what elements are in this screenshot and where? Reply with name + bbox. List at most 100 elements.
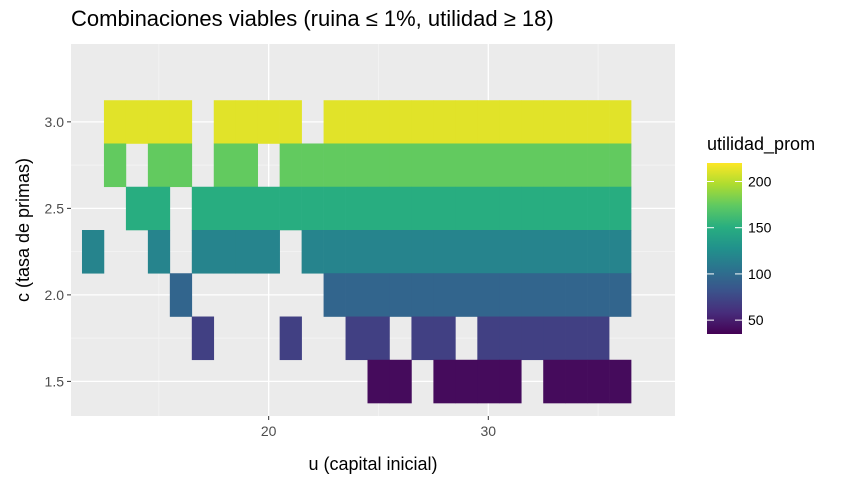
heatmap-tile [521, 273, 544, 317]
heatmap-tile [367, 230, 390, 274]
heatmap-tile [191, 316, 215, 361]
heatmap-tile [411, 186, 434, 231]
heatmap-tile [433, 273, 456, 317]
heatmap-tile [565, 186, 588, 231]
heatmap-tile [345, 230, 368, 274]
heatmap-tile [499, 143, 522, 188]
heatmap-tile [477, 186, 500, 231]
legend-ticks: 50 100 150 200 [707, 173, 772, 328]
heatmap-tile [543, 186, 566, 231]
y-tick-label: 2.0 [45, 287, 65, 303]
color-legend: utilidad_prom 50 100 150 200 [707, 134, 815, 334]
heatmap-tile [147, 186, 171, 231]
heatmap-tile [587, 100, 610, 144]
heatmap-tile [565, 143, 588, 188]
heatmap-tile [609, 273, 632, 317]
heatmap-tile [257, 230, 280, 274]
heatmap-tile [125, 100, 149, 144]
heatmap-tile [213, 100, 237, 144]
heatmap-tile [433, 230, 456, 274]
heatmap-tile [565, 230, 588, 274]
heatmap-tile [213, 230, 237, 274]
heatmap-tile [147, 230, 171, 274]
heatmap-tile [433, 316, 456, 361]
heatmap-tile [389, 100, 412, 144]
y-axis-title: c (tasa de primas) [13, 158, 33, 302]
heatmap-tile [587, 186, 610, 231]
heatmap-tile [543, 143, 566, 188]
heatmap-tile [279, 316, 302, 361]
heatmap-tile [543, 316, 566, 361]
heatmap-tile [455, 143, 478, 188]
heatmap-tile [301, 143, 324, 188]
heatmap-tile [587, 316, 610, 361]
heatmap-tile [455, 186, 478, 231]
heatmap-tile [169, 143, 193, 188]
heatmap-tile [543, 100, 566, 144]
heatmap-tile [235, 230, 258, 274]
heatmap-tile [565, 359, 588, 404]
heatmap-tile [367, 186, 390, 231]
heatmap-tile [257, 186, 280, 231]
heatmap-tile [257, 100, 280, 144]
heatmap-tile [345, 186, 368, 231]
heatmap-tile [521, 186, 544, 231]
heatmap-tile [609, 230, 632, 274]
heatmap-tile [521, 230, 544, 274]
heatmap-tile [367, 359, 390, 404]
heatmap-tile [499, 100, 522, 144]
heatmap-tile [191, 230, 215, 274]
heatmap-tile [411, 273, 434, 317]
heatmap-tile [169, 273, 193, 317]
heatmap-tile [367, 316, 390, 361]
heatmap-tile [477, 273, 500, 317]
heatmap-tile [279, 143, 302, 188]
heatmap-tile [477, 359, 500, 404]
heatmap-tile [411, 316, 434, 361]
heatmap-tile [191, 186, 215, 231]
heatmap-tile [455, 359, 478, 404]
heatmap-tile [345, 100, 368, 144]
heatmap-tile [301, 230, 324, 274]
heatmap-tile [477, 316, 500, 361]
heatmap-tile [345, 316, 368, 361]
heatmap-tile [213, 186, 237, 231]
heatmap-tile [389, 273, 412, 317]
heatmap-tile [389, 186, 412, 231]
heatmap-tile [323, 100, 346, 144]
heatmap-tile [499, 273, 522, 317]
legend-tick-label: 200 [748, 173, 772, 189]
y-tick-label: 3.0 [45, 114, 65, 130]
heatmap-tile [477, 230, 500, 274]
heatmap-tile [235, 100, 258, 144]
heatmap-tile [565, 273, 588, 317]
heatmap-tile [345, 273, 368, 317]
heatmap-tile [609, 143, 632, 188]
legend-tick-label: 150 [748, 220, 772, 236]
heatmap-tile [411, 230, 434, 274]
legend-tick-label: 50 [748, 312, 764, 328]
heatmap-tile [587, 143, 610, 188]
heatmap-tile [455, 100, 478, 144]
heatmap-tile [499, 316, 522, 361]
heatmap-tile [455, 273, 478, 317]
heatmap-tile [433, 186, 456, 231]
heatmap-tile [81, 230, 105, 274]
heatmap-tile [499, 186, 522, 231]
heatmap-tile [521, 143, 544, 188]
heatmap-tile [345, 143, 368, 188]
chart-title: Combinaciones viables (ruina ≤ 1%, utili… [71, 6, 554, 31]
heatmap-tile [323, 143, 346, 188]
heatmap-tile [609, 359, 632, 404]
heatmap-tile [587, 273, 610, 317]
y-tick-label: 1.5 [45, 373, 65, 389]
x-axis-title: u (capital inicial) [308, 454, 437, 474]
heatmap-tile [323, 186, 346, 231]
heatmap-tile [609, 100, 632, 144]
heatmap-tile [147, 100, 171, 144]
heatmap-tile [169, 100, 193, 144]
heatmap-tile [103, 143, 127, 188]
heatmap-tile [411, 100, 434, 144]
heatmap-tile [323, 230, 346, 274]
